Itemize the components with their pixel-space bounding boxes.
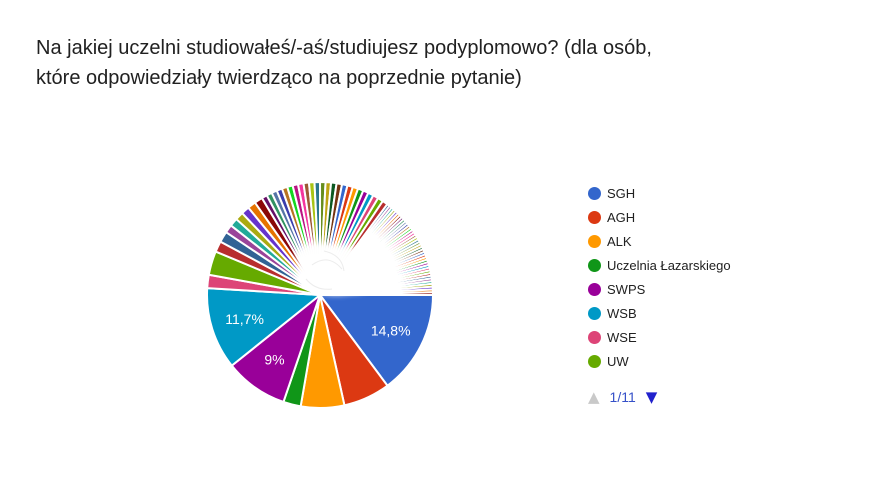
pie-chart[interactable]: 14,8% 9% 11,7% [186,161,454,429]
pie-center-swirl-artifact [311,259,343,270]
legend-item-sgh: SGH [588,181,731,205]
legend-label: WSB [607,305,637,321]
pie-slice-percentage-label: 14,8% [371,323,411,339]
pagination-prev-icon[interactable]: ▲ [588,388,600,406]
legend-color-dot-icon [588,234,601,248]
legend-item-uczelnia-azarskiego: Uczelnia Łazarskiego [588,253,731,277]
pie-chart-area: 14,8% 9% 11,7% [186,161,454,429]
legend-label: WSE [607,329,637,345]
legend-color-dot-icon [588,306,601,320]
chart-legend: SGH AGH ALK Uczelnia Łazarskiego SWPS WSB WSE U… [588,181,731,373]
pagination-next-icon[interactable]: ▼ [645,388,658,406]
legend-item-wse: WSE [588,325,731,349]
legend-color-dot-icon [588,330,601,344]
pie-slice-percentage-label: 11,7% [225,311,264,327]
legend-pagination: ▲ 1/11 ▼ [588,387,657,407]
question-title-line2: które odpowiedziały twierdząco na poprze… [36,67,522,89]
pagination-page-indicator: 1/11 [609,389,636,405]
legend-color-dot-icon [588,186,601,200]
legend-item-agh: AGH [588,205,731,229]
legend-color-dot-icon [588,210,601,224]
pie-center-swirl-artifact [323,250,345,272]
legend-label: UW [607,353,629,369]
legend-item-alk: ALK [588,229,731,253]
pie-slice-percentage-label: 9% [264,352,284,368]
legend-color-dot-icon [588,282,601,296]
pie-slice-sgh[interactable] [319,294,434,387]
legend-label: SWPS [607,281,646,297]
pie-center-label-artifact [340,273,372,293]
legend-label: Uczelnia Łazarskiego [607,257,731,273]
question-title: Na jakiej uczelni studiowałeś/-aś/studiu… [36,33,848,93]
legend-item-swps: SWPS [588,277,731,301]
legend-color-dot-icon [588,354,601,368]
pie-slice-other[interactable] [319,291,435,296]
question-title-line1: Na jakiej uczelni studiowałeś/-aś/studiu… [36,37,652,59]
legend-label: ALK [607,233,632,249]
legend-label: AGH [607,209,636,225]
legend-label: SGH [607,185,636,201]
legend-color-dot-icon [588,258,601,272]
legend-item-wsb: WSB [588,301,731,325]
pie-center-swirl-artifact [305,278,333,290]
pie-slice-wsb[interactable] [206,287,321,367]
legend-item-uw: UW [588,349,731,373]
pie-center-label-artifact [296,243,336,269]
